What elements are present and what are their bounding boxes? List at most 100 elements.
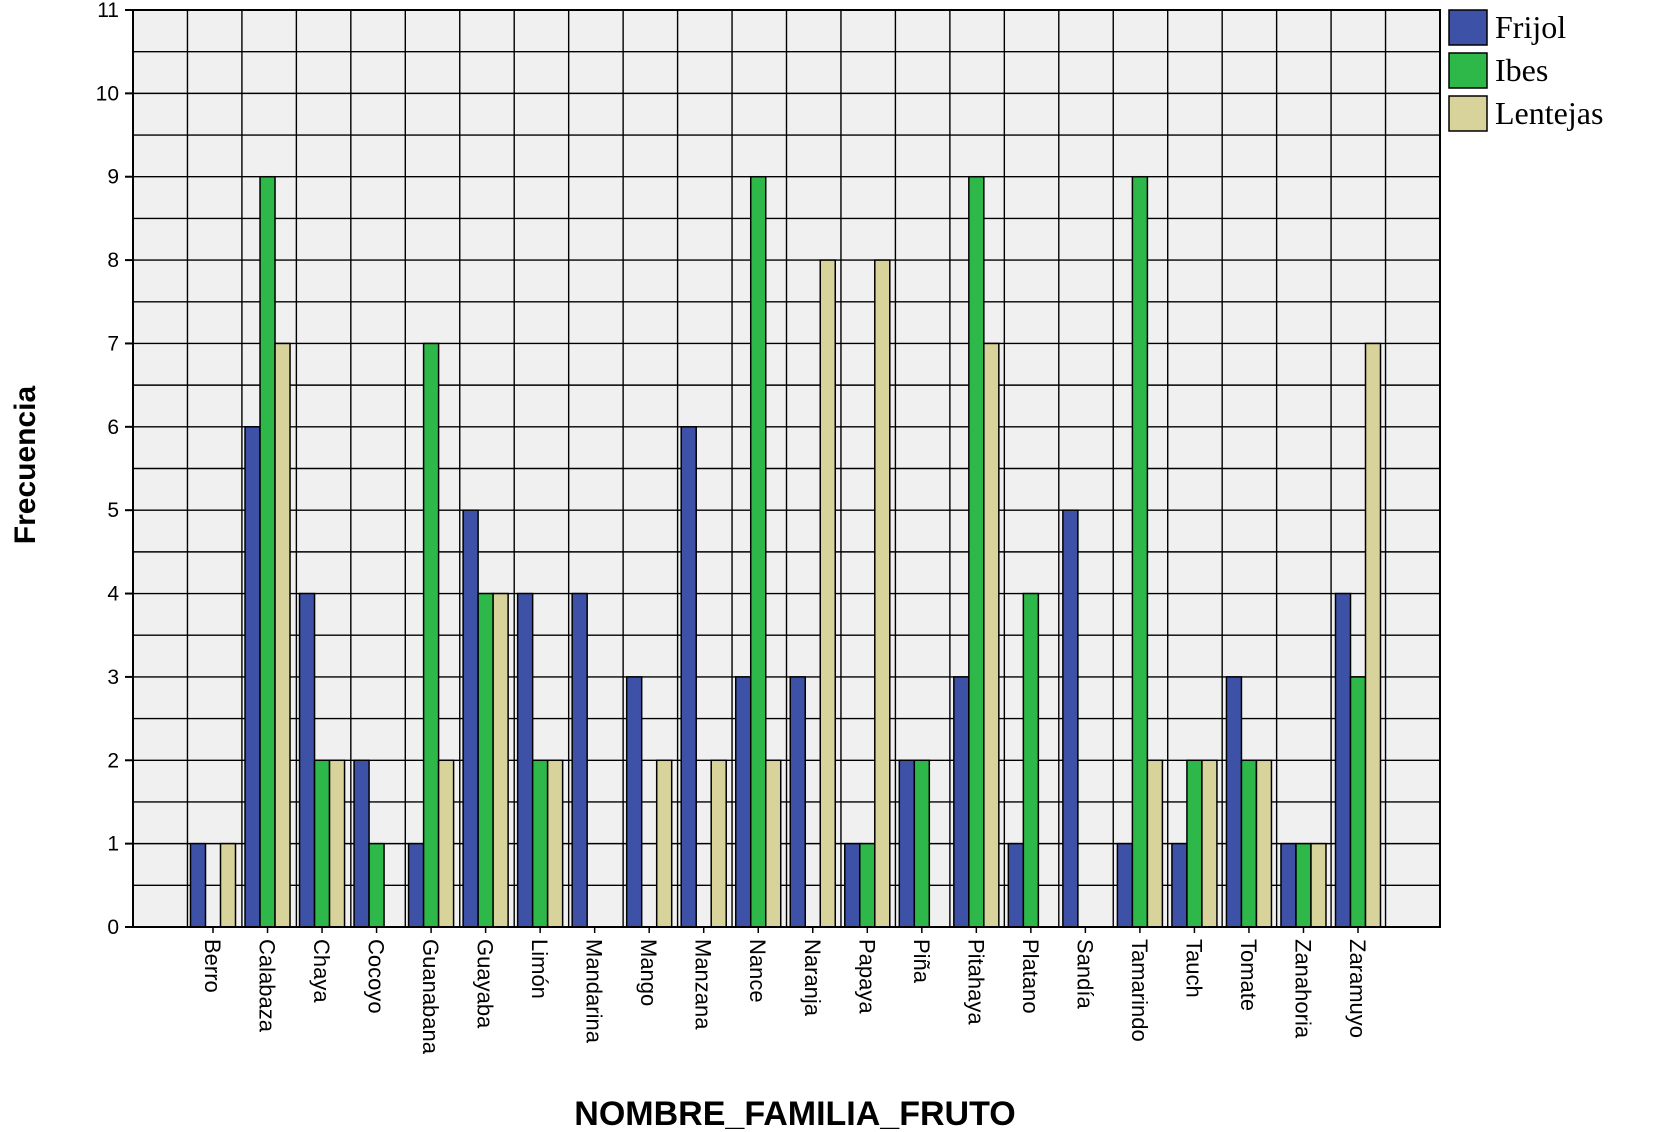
x-tick-label: Platano bbox=[1018, 939, 1043, 1014]
bar-ibes-1 bbox=[259, 175, 276, 928]
x-tick-label: Mango bbox=[636, 939, 661, 1006]
x-tick-label: Nance bbox=[745, 939, 770, 1003]
bar-frijol-16 bbox=[1062, 509, 1079, 928]
bar-lentejas-17 bbox=[1146, 759, 1164, 928]
y-tick-label: 0 bbox=[107, 916, 119, 939]
bar-frijol-6 bbox=[516, 592, 534, 928]
y-tick-label: 3 bbox=[107, 666, 119, 689]
x-tick-label: Guayaba bbox=[473, 939, 498, 1029]
bar-frijol-8 bbox=[625, 676, 643, 928]
x-tick-label: Zaramuyo bbox=[1345, 939, 1370, 1038]
x-tick-label: Tamarindo bbox=[1127, 939, 1152, 1042]
bar-ibes-20 bbox=[1295, 842, 1312, 928]
bar-ibes-12 bbox=[859, 842, 876, 928]
bar-frijol-15 bbox=[1007, 842, 1025, 928]
bar-lentejas-14 bbox=[983, 342, 1000, 928]
bar-frijol-10 bbox=[734, 676, 752, 928]
bar-ibes-6 bbox=[531, 759, 549, 928]
bar-frijol-2 bbox=[298, 592, 316, 928]
bar-ibes-2 bbox=[313, 759, 331, 928]
bar-frijol-20 bbox=[1280, 842, 1297, 928]
bar-ibes-15 bbox=[1022, 592, 1040, 928]
bar-lentejas-1 bbox=[274, 342, 291, 928]
x-axis-title: NOMBRE_FAMILIA_FRUTO bbox=[574, 1095, 1015, 1132]
x-tick-label: Mandarina bbox=[582, 939, 607, 1044]
x-tick-label: Tomate bbox=[1236, 939, 1261, 1011]
bar-ibes-17 bbox=[1131, 175, 1149, 928]
x-tick-label: Calabaza bbox=[255, 939, 280, 1033]
bar-ibes-21 bbox=[1349, 676, 1367, 928]
x-tick-label: Manzana bbox=[691, 939, 716, 1030]
x-tick-label: Naranja bbox=[800, 939, 825, 1017]
bar-frijol-9 bbox=[680, 426, 697, 928]
legend-label-lentejas: Lentejas bbox=[1495, 95, 1603, 131]
x-tick-label: Pitahaya bbox=[963, 939, 988, 1025]
bar-lentejas-5 bbox=[492, 592, 509, 928]
bar-frijol-17 bbox=[1116, 842, 1134, 928]
bar-lentejas-2 bbox=[328, 759, 346, 928]
bar-ibes-13 bbox=[913, 759, 931, 928]
y-tick-label: 8 bbox=[107, 249, 119, 272]
x-tick-label: Cocoyo bbox=[364, 939, 389, 1014]
x-tick-label: Limón bbox=[527, 939, 552, 999]
legend-swatch-ibes bbox=[1448, 52, 1488, 89]
bar-lentejas-8 bbox=[655, 759, 673, 928]
x-tick-label: Berro bbox=[200, 939, 225, 993]
bar-lentejas-10 bbox=[764, 759, 782, 928]
y-tick-label: 1 bbox=[107, 833, 119, 856]
y-tick-label: 11 bbox=[97, 0, 119, 22]
bar-frijol-3 bbox=[353, 759, 370, 928]
bar-lentejas-6 bbox=[546, 759, 564, 928]
bar-frijol-18 bbox=[1171, 842, 1188, 928]
y-axis-title: Frecuencia bbox=[9, 385, 42, 544]
x-tick-label: Piña bbox=[909, 939, 934, 984]
y-tick-label: 6 bbox=[107, 416, 119, 439]
bar-frijol-1 bbox=[244, 426, 261, 928]
bar-lentejas-21 bbox=[1364, 342, 1382, 928]
bar-ibes-19 bbox=[1240, 759, 1258, 928]
bar-ibes-10 bbox=[749, 175, 767, 928]
bar-frijol-12 bbox=[844, 842, 861, 928]
y-tick-label: 7 bbox=[107, 332, 119, 355]
bar-ibes-18 bbox=[1186, 759, 1203, 928]
y-tick-label: 4 bbox=[107, 583, 119, 606]
bar-frijol-21 bbox=[1334, 592, 1352, 928]
y-tick-label: 10 bbox=[96, 82, 119, 105]
bar-frijol-13 bbox=[898, 759, 916, 928]
bar-frijol-5 bbox=[462, 509, 479, 928]
x-tick-label: Chaya bbox=[309, 939, 334, 1003]
bar-lentejas-4 bbox=[437, 759, 455, 928]
x-tick-label: Zanahoria bbox=[1290, 939, 1315, 1039]
bar-frijol-11 bbox=[789, 676, 807, 928]
bar-ibes-5 bbox=[477, 592, 494, 928]
bar-ibes-3 bbox=[368, 842, 385, 928]
x-tick-label: Sandía bbox=[1072, 939, 1097, 1009]
x-axis: Berro Calabaza Chaya Cocoyo Guanabana Guayaba… bbox=[200, 927, 1370, 1055]
legend: Frijol Ibes Lentejas bbox=[1448, 9, 1603, 132]
bar-lentejas-0 bbox=[219, 842, 237, 928]
legend-swatch-lentejas bbox=[1448, 95, 1488, 132]
legend-label-frijol: Frijol bbox=[1495, 9, 1566, 45]
x-tick-label: Papaya bbox=[854, 939, 879, 1014]
bar-lentejas-20 bbox=[1310, 842, 1327, 928]
bar-lentejas-19 bbox=[1255, 759, 1273, 928]
bar-lentejas-9 bbox=[710, 759, 727, 928]
legend-swatch-frijol bbox=[1448, 9, 1488, 46]
x-tick-label: Tauch bbox=[1181, 939, 1206, 998]
bar-frijol-0 bbox=[189, 842, 207, 928]
bar-ibes-14 bbox=[968, 175, 985, 928]
bar-frijol-4 bbox=[407, 842, 425, 928]
bar-frijol-14 bbox=[953, 676, 970, 928]
y-tick-label: 9 bbox=[107, 166, 119, 189]
legend-label-ibes: Ibes bbox=[1495, 52, 1548, 88]
bar-frijol-19 bbox=[1225, 676, 1243, 928]
bar-lentejas-18 bbox=[1201, 759, 1218, 928]
x-tick-label: Guanabana bbox=[418, 939, 443, 1055]
bar-frijol-7 bbox=[571, 592, 588, 928]
bar-ibes-4 bbox=[422, 342, 440, 928]
bar-lentejas-12 bbox=[874, 259, 891, 928]
y-axis: 0 1 2 3 4 5 6 7 8 9 10 11 bbox=[96, 0, 134, 939]
y-tick-label: 5 bbox=[107, 499, 119, 522]
y-tick-label: 2 bbox=[107, 749, 119, 772]
